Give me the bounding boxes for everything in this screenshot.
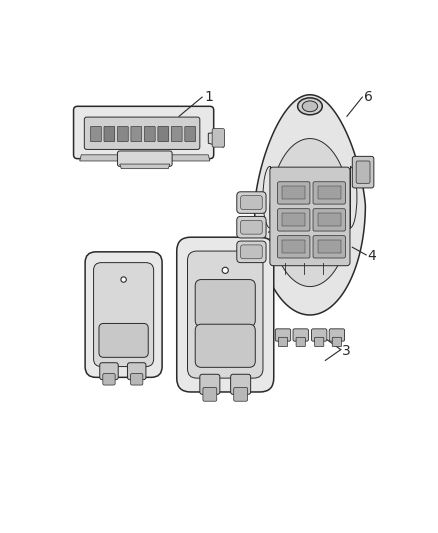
FancyBboxPatch shape bbox=[313, 236, 346, 258]
Text: 2: 2 bbox=[267, 230, 276, 244]
Polygon shape bbox=[120, 164, 170, 168]
FancyBboxPatch shape bbox=[278, 236, 310, 258]
FancyBboxPatch shape bbox=[240, 220, 262, 234]
Text: 7: 7 bbox=[242, 386, 251, 400]
Ellipse shape bbox=[298, 98, 322, 115]
FancyBboxPatch shape bbox=[103, 374, 115, 385]
FancyBboxPatch shape bbox=[279, 337, 288, 346]
Ellipse shape bbox=[222, 267, 228, 273]
FancyBboxPatch shape bbox=[91, 126, 101, 142]
FancyBboxPatch shape bbox=[311, 329, 327, 341]
Bar bbox=[282, 187, 305, 199]
FancyBboxPatch shape bbox=[240, 196, 262, 209]
FancyBboxPatch shape bbox=[237, 192, 266, 213]
FancyBboxPatch shape bbox=[127, 363, 146, 379]
FancyBboxPatch shape bbox=[237, 216, 266, 238]
FancyBboxPatch shape bbox=[117, 151, 172, 166]
Bar bbox=[318, 213, 341, 227]
FancyBboxPatch shape bbox=[332, 337, 342, 346]
Ellipse shape bbox=[121, 277, 126, 282]
FancyBboxPatch shape bbox=[231, 374, 251, 394]
FancyBboxPatch shape bbox=[212, 128, 224, 147]
Polygon shape bbox=[208, 132, 224, 147]
FancyBboxPatch shape bbox=[195, 280, 255, 327]
FancyBboxPatch shape bbox=[313, 209, 346, 231]
FancyBboxPatch shape bbox=[100, 363, 118, 379]
Bar bbox=[318, 187, 341, 199]
FancyBboxPatch shape bbox=[200, 374, 220, 394]
FancyBboxPatch shape bbox=[313, 182, 346, 204]
FancyBboxPatch shape bbox=[187, 251, 263, 378]
Bar bbox=[318, 240, 341, 253]
FancyBboxPatch shape bbox=[85, 252, 162, 377]
FancyBboxPatch shape bbox=[185, 126, 196, 142]
FancyBboxPatch shape bbox=[145, 126, 155, 142]
Bar bbox=[282, 240, 305, 253]
FancyBboxPatch shape bbox=[131, 126, 142, 142]
Text: 6: 6 bbox=[364, 90, 373, 104]
FancyBboxPatch shape bbox=[296, 337, 305, 346]
FancyBboxPatch shape bbox=[293, 329, 308, 341]
Text: 4: 4 bbox=[367, 249, 376, 263]
FancyBboxPatch shape bbox=[158, 126, 169, 142]
FancyBboxPatch shape bbox=[234, 387, 247, 401]
FancyBboxPatch shape bbox=[278, 182, 310, 204]
FancyBboxPatch shape bbox=[329, 329, 345, 341]
FancyBboxPatch shape bbox=[104, 126, 115, 142]
Polygon shape bbox=[80, 155, 210, 161]
FancyBboxPatch shape bbox=[314, 337, 324, 346]
FancyBboxPatch shape bbox=[85, 117, 200, 149]
Ellipse shape bbox=[302, 101, 318, 112]
Text: 3: 3 bbox=[342, 344, 351, 358]
FancyBboxPatch shape bbox=[276, 329, 291, 341]
FancyBboxPatch shape bbox=[74, 106, 214, 159]
FancyBboxPatch shape bbox=[177, 237, 274, 392]
FancyBboxPatch shape bbox=[270, 167, 350, 265]
Bar bbox=[282, 213, 305, 227]
FancyBboxPatch shape bbox=[237, 241, 266, 263]
FancyBboxPatch shape bbox=[171, 126, 182, 142]
Polygon shape bbox=[254, 95, 365, 315]
FancyBboxPatch shape bbox=[356, 161, 370, 183]
FancyBboxPatch shape bbox=[195, 324, 255, 367]
FancyBboxPatch shape bbox=[240, 245, 262, 259]
FancyBboxPatch shape bbox=[278, 209, 310, 231]
FancyBboxPatch shape bbox=[131, 374, 143, 385]
FancyBboxPatch shape bbox=[94, 263, 154, 367]
FancyBboxPatch shape bbox=[99, 324, 148, 357]
FancyBboxPatch shape bbox=[352, 156, 374, 188]
Polygon shape bbox=[270, 139, 350, 287]
FancyBboxPatch shape bbox=[117, 126, 128, 142]
FancyBboxPatch shape bbox=[203, 387, 217, 401]
Text: 1: 1 bbox=[205, 90, 213, 104]
